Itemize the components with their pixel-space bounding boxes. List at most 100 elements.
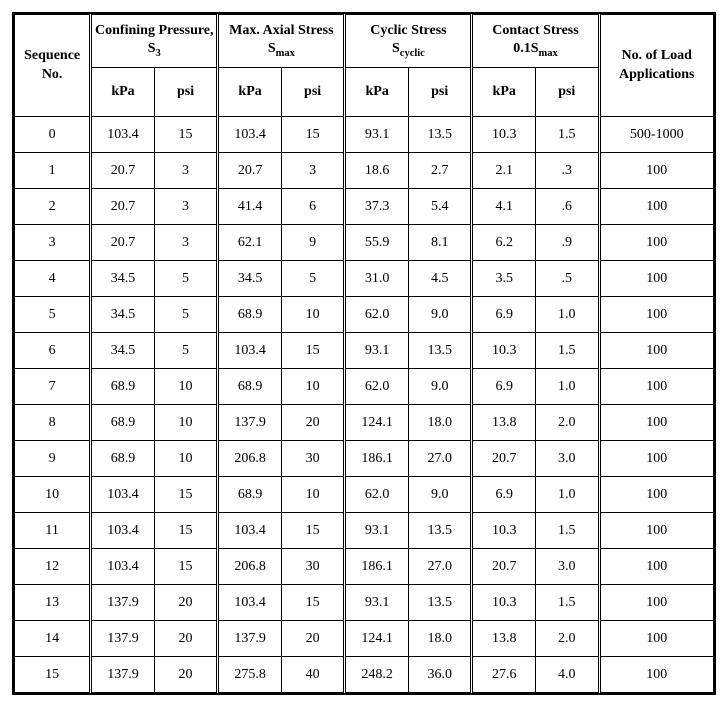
header-unit-psi: psi — [535, 68, 599, 117]
cell-cy_psi: 13.5 — [408, 585, 472, 621]
cell-m_psi: 5 — [281, 261, 345, 297]
cell-c_psi: 20 — [154, 657, 218, 693]
cell-ct_psi: .9 — [535, 225, 599, 261]
table-row: 534.5568.91062.09.06.91.0100 — [15, 297, 714, 333]
table-row: 220.7341.4637.35.44.1.6100 — [15, 189, 714, 225]
cell-c_psi: 10 — [154, 369, 218, 405]
cell-m_psi: 10 — [281, 369, 345, 405]
cell-cy_psi: 36.0 — [408, 657, 472, 693]
cell-ct_psi: 1.0 — [535, 297, 599, 333]
cell-m_kpa: 137.9 — [218, 621, 282, 657]
cell-load: 100 — [599, 297, 713, 333]
table-row: 768.91068.91062.09.06.91.0100 — [15, 369, 714, 405]
cell-ct_psi: .6 — [535, 189, 599, 225]
cell-m_kpa: 206.8 — [218, 549, 282, 585]
cell-c_kpa: 20.7 — [91, 153, 155, 189]
cell-c_kpa: 68.9 — [91, 369, 155, 405]
cell-m_kpa: 68.9 — [218, 369, 282, 405]
cell-cy_kpa: 186.1 — [345, 441, 409, 477]
cell-cy_kpa: 62.0 — [345, 369, 409, 405]
cell-cy_kpa: 31.0 — [345, 261, 409, 297]
cell-ct_psi: 4.0 — [535, 657, 599, 693]
cell-cy_kpa: 93.1 — [345, 585, 409, 621]
cell-cy_psi: 9.0 — [408, 369, 472, 405]
header-cyclic: Cyclic Stress Scyclic — [345, 15, 472, 68]
header-contact-title: Contact Stress — [492, 23, 578, 38]
cell-ct_psi: 1.5 — [535, 333, 599, 369]
cell-m_kpa: 103.4 — [218, 585, 282, 621]
cell-seq: 9 — [15, 441, 91, 477]
cell-ct_psi: .5 — [535, 261, 599, 297]
cell-load: 100 — [599, 369, 713, 405]
cell-cy_psi: 4.5 — [408, 261, 472, 297]
cell-ct_psi: 3.0 — [535, 549, 599, 585]
cell-ct_kpa: 6.9 — [472, 297, 536, 333]
cell-cy_kpa: 93.1 — [345, 513, 409, 549]
cell-seq: 10 — [15, 477, 91, 513]
cell-c_kpa: 103.4 — [91, 117, 155, 153]
cell-cy_kpa: 248.2 — [345, 657, 409, 693]
cell-c_psi: 10 — [154, 405, 218, 441]
cell-m_kpa: 68.9 — [218, 297, 282, 333]
cell-cy_psi: 18.0 — [408, 621, 472, 657]
cell-ct_kpa: 6.9 — [472, 369, 536, 405]
cell-c_psi: 3 — [154, 225, 218, 261]
cell-load: 100 — [599, 441, 713, 477]
cell-m_kpa: 137.9 — [218, 405, 282, 441]
cell-m_kpa: 103.4 — [218, 513, 282, 549]
cell-c_psi: 15 — [154, 513, 218, 549]
cell-load: 100 — [599, 477, 713, 513]
cell-ct_psi: 1.0 — [535, 369, 599, 405]
table-row: 968.910206.830186.127.020.73.0100 — [15, 441, 714, 477]
cell-c_kpa: 68.9 — [91, 405, 155, 441]
cell-seq: 7 — [15, 369, 91, 405]
cell-c_psi: 5 — [154, 261, 218, 297]
cell-c_psi: 15 — [154, 117, 218, 153]
cell-ct_kpa: 6.2 — [472, 225, 536, 261]
cell-c_kpa: 103.4 — [91, 477, 155, 513]
cell-c_psi: 3 — [154, 153, 218, 189]
cell-m_kpa: 103.4 — [218, 117, 282, 153]
data-table: Sequence No. Confining Pressure, S3 Max.… — [14, 14, 714, 693]
cell-ct_psi: 1.5 — [535, 513, 599, 549]
cell-ct_kpa: 20.7 — [472, 441, 536, 477]
table-row: 14137.920137.920124.118.013.82.0100 — [15, 621, 714, 657]
cell-c_kpa: 103.4 — [91, 513, 155, 549]
cell-cy_kpa: 55.9 — [345, 225, 409, 261]
header-load: No. of Load Applications — [599, 15, 713, 117]
cell-ct_psi: 1.0 — [535, 477, 599, 513]
table-row: 868.910137.920124.118.013.82.0100 — [15, 405, 714, 441]
cell-seq: 2 — [15, 189, 91, 225]
header-contact: Contact Stress 0.1Smax — [472, 15, 599, 68]
cell-ct_kpa: 20.7 — [472, 549, 536, 585]
cell-m_psi: 15 — [281, 117, 345, 153]
cell-seq: 11 — [15, 513, 91, 549]
cell-ct_psi: 2.0 — [535, 405, 599, 441]
cell-m_kpa: 34.5 — [218, 261, 282, 297]
cell-ct_kpa: 10.3 — [472, 117, 536, 153]
cell-ct_psi: 2.0 — [535, 621, 599, 657]
cell-m_kpa: 68.9 — [218, 477, 282, 513]
table-row: 120.7320.7318.62.72.1.3100 — [15, 153, 714, 189]
cell-ct_kpa: 4.1 — [472, 189, 536, 225]
table-body: 0103.415103.41593.113.510.31.5500-100012… — [15, 117, 714, 693]
header-sequence: Sequence No. — [15, 15, 91, 117]
cell-ct_psi: .3 — [535, 153, 599, 189]
table-row: 13137.920103.41593.113.510.31.5100 — [15, 585, 714, 621]
cell-cy_kpa: 186.1 — [345, 549, 409, 585]
cell-seq: 8 — [15, 405, 91, 441]
cell-ct_psi: 1.5 — [535, 117, 599, 153]
cell-ct_psi: 3.0 — [535, 441, 599, 477]
cell-load: 100 — [599, 549, 713, 585]
cell-load: 100 — [599, 405, 713, 441]
cell-m_psi: 3 — [281, 153, 345, 189]
header-unit-psi: psi — [154, 68, 218, 117]
header-confining: Confining Pressure, S3 — [91, 15, 218, 68]
table-row: 434.5534.5531.04.53.5.5100 — [15, 261, 714, 297]
header-max-title: Max. Axial Stress — [229, 23, 333, 38]
cell-seq: 3 — [15, 225, 91, 261]
cell-load: 100 — [599, 189, 713, 225]
cell-ct_kpa: 27.6 — [472, 657, 536, 693]
cell-cy_kpa: 62.0 — [345, 477, 409, 513]
cell-c_kpa: 68.9 — [91, 441, 155, 477]
